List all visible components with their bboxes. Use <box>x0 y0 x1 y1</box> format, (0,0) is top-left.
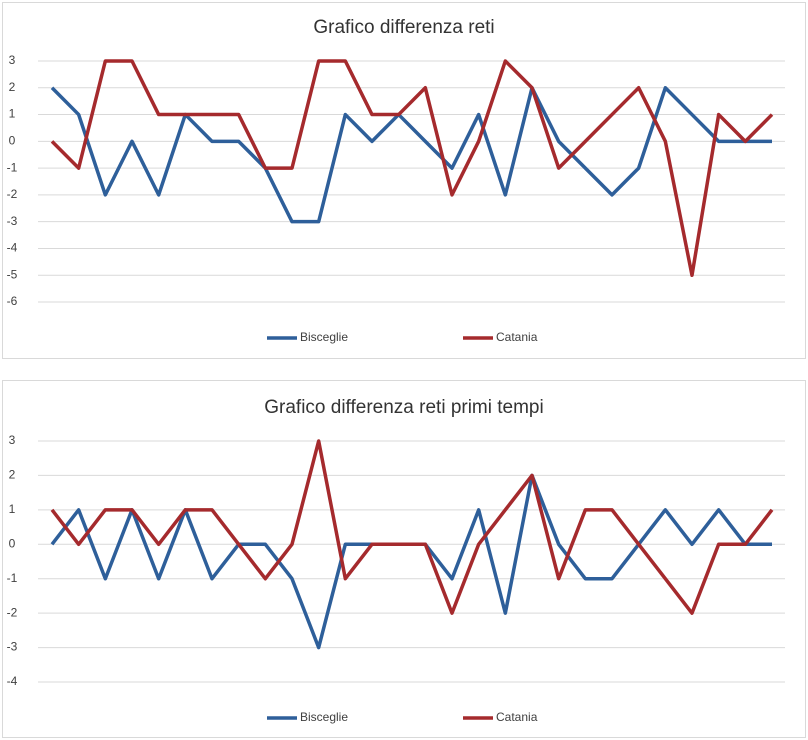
chart-title: Grafico differenza reti <box>313 17 494 38</box>
y-tick-label: 2 <box>9 80 16 94</box>
y-tick-label: 3 <box>9 53 16 67</box>
y-tick-label: -3 <box>7 214 18 228</box>
legend-label: Catania <box>496 710 538 724</box>
legend-label: Catania <box>496 330 538 344</box>
legend-label: Bisceglie <box>300 330 348 344</box>
y-tick-label: -1 <box>7 160 18 174</box>
chart-frame <box>2 380 806 738</box>
y-tick-label: -2 <box>7 187 18 201</box>
y-tick-label: -5 <box>7 267 18 281</box>
chart-frame <box>2 2 806 359</box>
series-line <box>50 86 772 224</box>
y-tick-label: -1 <box>7 571 18 585</box>
y-tick-label: 0 <box>9 134 16 148</box>
y-tick-label: 3 <box>9 433 16 447</box>
series-line <box>50 59 774 277</box>
y-tick-label: 0 <box>9 536 16 550</box>
y-tick-label: 1 <box>9 107 16 121</box>
y-tick-label: -4 <box>7 241 18 255</box>
y-tick-label: 1 <box>9 502 16 516</box>
y-tick-label: -4 <box>7 674 18 688</box>
y-tick-label: -3 <box>7 640 18 654</box>
series-line <box>50 439 774 615</box>
y-tick-label: -2 <box>7 605 18 619</box>
y-tick-label: -6 <box>7 294 18 308</box>
y-tick-label: 2 <box>9 468 16 482</box>
legend-label: Bisceglie <box>300 710 348 724</box>
chart-title: Grafico differenza reti primi tempi <box>264 397 543 418</box>
